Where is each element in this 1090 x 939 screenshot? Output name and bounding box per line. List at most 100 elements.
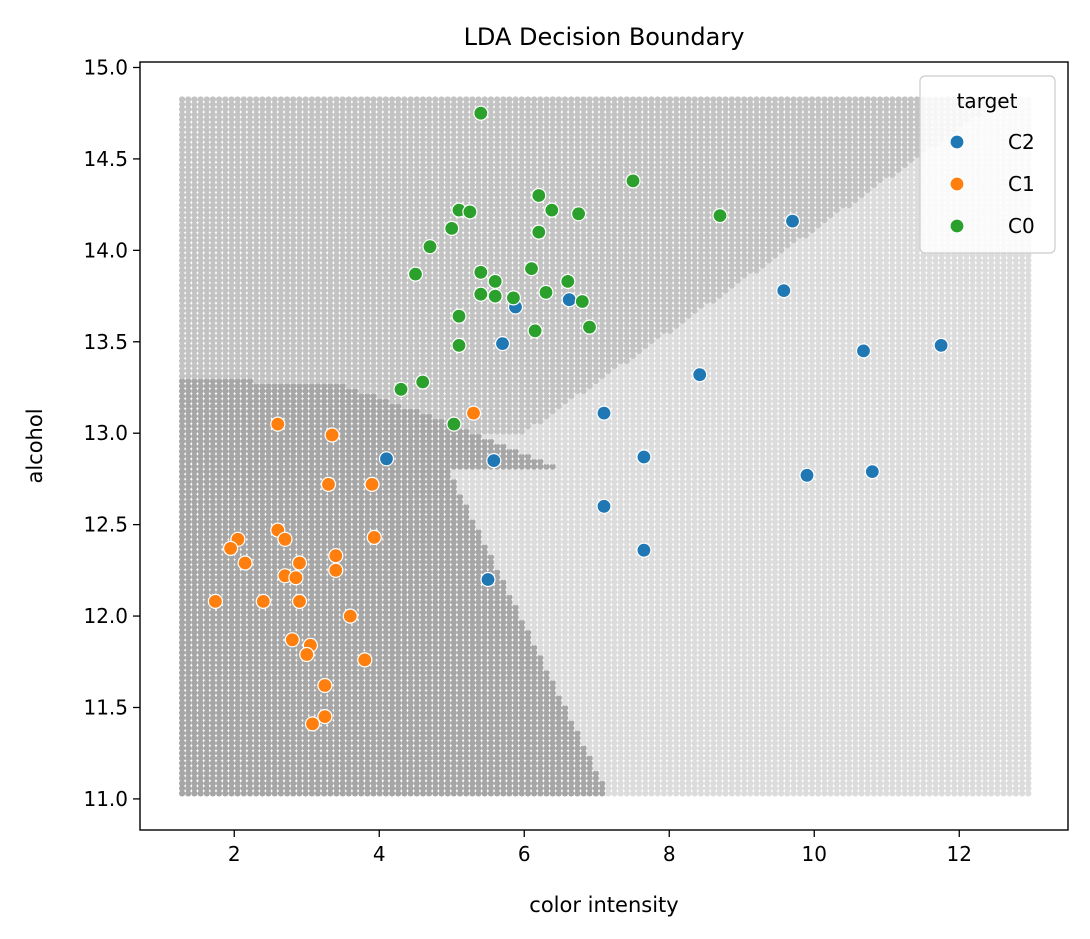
grid-dot: [197, 785, 204, 792]
grid-dot: [710, 790, 717, 797]
grid-dot: [543, 770, 550, 777]
grid-dot: [327, 770, 334, 777]
grid-dot: [574, 780, 581, 787]
grid-dot: [716, 760, 723, 767]
grid-dot: [809, 755, 816, 762]
grid-dot: [605, 790, 612, 797]
grid-dot: [413, 785, 420, 792]
grid-dot: [617, 790, 624, 797]
grid-dot: [734, 780, 742, 787]
grid-dot: [870, 780, 878, 787]
grid-dot: [673, 790, 680, 797]
grid-dot: [592, 785, 600, 792]
grid-dot: [209, 765, 216, 772]
grid-dot: [469, 755, 476, 762]
grid-dot: [827, 785, 834, 792]
grid-dot: [197, 755, 204, 762]
grid-dot: [877, 775, 884, 782]
grid-dot: [784, 755, 791, 762]
grid-dot: [815, 760, 822, 767]
grid-dot: [358, 765, 365, 772]
grid-dot: [450, 785, 457, 792]
grid-dot: [778, 785, 785, 792]
grid-dot: [296, 755, 303, 762]
grid-dot: [302, 790, 309, 797]
grid-dot: [914, 785, 921, 792]
grid-dot: [271, 785, 278, 792]
grid-dot: [524, 775, 532, 782]
grid-dot: [728, 760, 735, 767]
grid-dot: [938, 770, 945, 777]
grid-dot: [858, 785, 865, 792]
grid-dot: [419, 775, 427, 782]
grid-dot: [179, 765, 186, 772]
grid-dot: [982, 770, 989, 777]
grid-dot: [456, 765, 464, 772]
grid-dot: [660, 780, 668, 787]
grid-dot: [549, 775, 556, 782]
grid-dot: [506, 760, 513, 767]
grid-dot: [969, 755, 976, 762]
grid-dot: [728, 770, 735, 777]
grid-dot: [253, 770, 260, 777]
grid-dot: [629, 790, 637, 797]
grid-dot: [951, 755, 958, 762]
grid-dot: [382, 785, 389, 792]
grid-dot: [951, 765, 958, 772]
grid-dot: [975, 775, 983, 782]
grid-dot: [741, 765, 748, 772]
grid-dot: [549, 755, 556, 762]
grid-dot: [500, 765, 507, 772]
grid-dot: [747, 755, 754, 762]
grid-dot: [209, 755, 216, 762]
grid-dot: [920, 765, 927, 772]
grid-dot: [444, 785, 451, 792]
grid-dot: [308, 770, 315, 777]
grid-dot: [284, 760, 291, 767]
grid-dot: [240, 785, 247, 792]
grid-dot: [988, 790, 995, 797]
grid-dot: [877, 780, 884, 787]
grid-dot: [1000, 760, 1007, 767]
grid-dot: [197, 760, 204, 767]
grid-dot: [839, 755, 847, 762]
grid-dot: [512, 780, 519, 787]
grid-dot: [426, 780, 433, 787]
grid-dot: [209, 775, 216, 782]
grid-dot: [802, 785, 810, 792]
grid-dot: [629, 760, 637, 767]
grid-dot: [179, 785, 186, 792]
grid-dot: [747, 780, 754, 787]
grid-dot: [253, 755, 260, 762]
grid-dot: [648, 755, 655, 762]
grid-dot: [605, 785, 612, 792]
grid-dot: [870, 755, 878, 762]
grid-dot: [765, 765, 773, 772]
grid-dot: [796, 755, 803, 762]
grid-dot: [277, 790, 284, 797]
grid-dot: [605, 755, 612, 762]
grid-dot: [599, 790, 606, 797]
grid-dot: [382, 790, 389, 797]
grid-dot: [988, 775, 995, 782]
grid-dot: [469, 765, 476, 772]
grid-dot: [827, 755, 834, 762]
grid-dot: [988, 780, 995, 787]
grid-dot: [543, 760, 550, 767]
grid-dot: [216, 760, 223, 767]
grid-dot: [401, 775, 408, 782]
grid-dot: [469, 760, 476, 767]
grid-dot: [469, 775, 476, 782]
grid-dot: [561, 775, 569, 782]
grid-dot: [697, 770, 705, 777]
grid-dot: [228, 760, 235, 767]
grid-dot: [364, 770, 371, 777]
grid-dot: [994, 780, 1001, 787]
grid-dot: [1000, 785, 1007, 792]
grid-dot: [784, 765, 791, 772]
grid-dot: [629, 770, 637, 777]
grid-dot: [240, 765, 247, 772]
grid-dot: [339, 770, 346, 777]
grid-dot: [883, 755, 890, 762]
